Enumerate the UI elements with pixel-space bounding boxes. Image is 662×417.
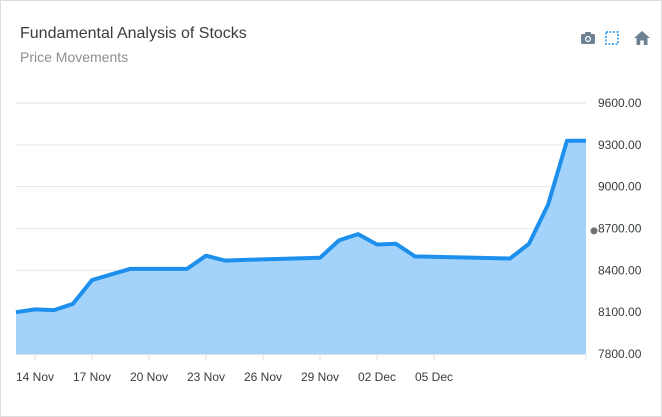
x-tick-label: 26 Nov — [244, 370, 282, 384]
x-tick-label: 14 Nov — [16, 370, 54, 384]
x-tick-label: 20 Nov — [130, 370, 168, 384]
chart-title: Fundamental Analysis of Stocks — [20, 25, 247, 42]
y-tick-label: 8400.00 — [598, 263, 642, 277]
price-line — [15, 138, 586, 315]
y-axis: 7800.00 8100.00 8400.00 8700.00 9000.00 9300.… — [598, 96, 642, 361]
x-tick-label: 23 Nov — [187, 370, 225, 384]
chart-subtitle: Price Movements — [20, 49, 129, 65]
x-tick-label: 05 Dec — [415, 370, 453, 384]
y-tick-label: 8700.00 — [598, 222, 642, 236]
chart-toolbar — [578, 28, 654, 48]
y-tick-label: 9300.00 — [598, 138, 642, 152]
y-tick-label: 9600.00 — [598, 96, 642, 110]
x-tick-label: 29 Nov — [301, 370, 339, 384]
price-area — [16, 140, 586, 354]
crosshair-marker — [590, 227, 598, 235]
y-tick-label: 9000.00 — [598, 180, 642, 194]
price-series — [15, 138, 586, 354]
camera-icon[interactable] — [578, 28, 598, 48]
y-tick-label: 7800.00 — [598, 347, 642, 361]
x-axis: 14 Nov 17 Nov 20 Nov 23 Nov 26 Nov 29 Nov 02 D… — [16, 354, 587, 384]
y-tick-label: 8100.00 — [598, 305, 642, 319]
x-tick-label: 17 Nov — [73, 370, 111, 384]
x-tick-label: 02 Dec — [358, 370, 396, 384]
home-icon[interactable] — [632, 28, 652, 48]
zoom-select-icon[interactable] — [602, 28, 622, 48]
